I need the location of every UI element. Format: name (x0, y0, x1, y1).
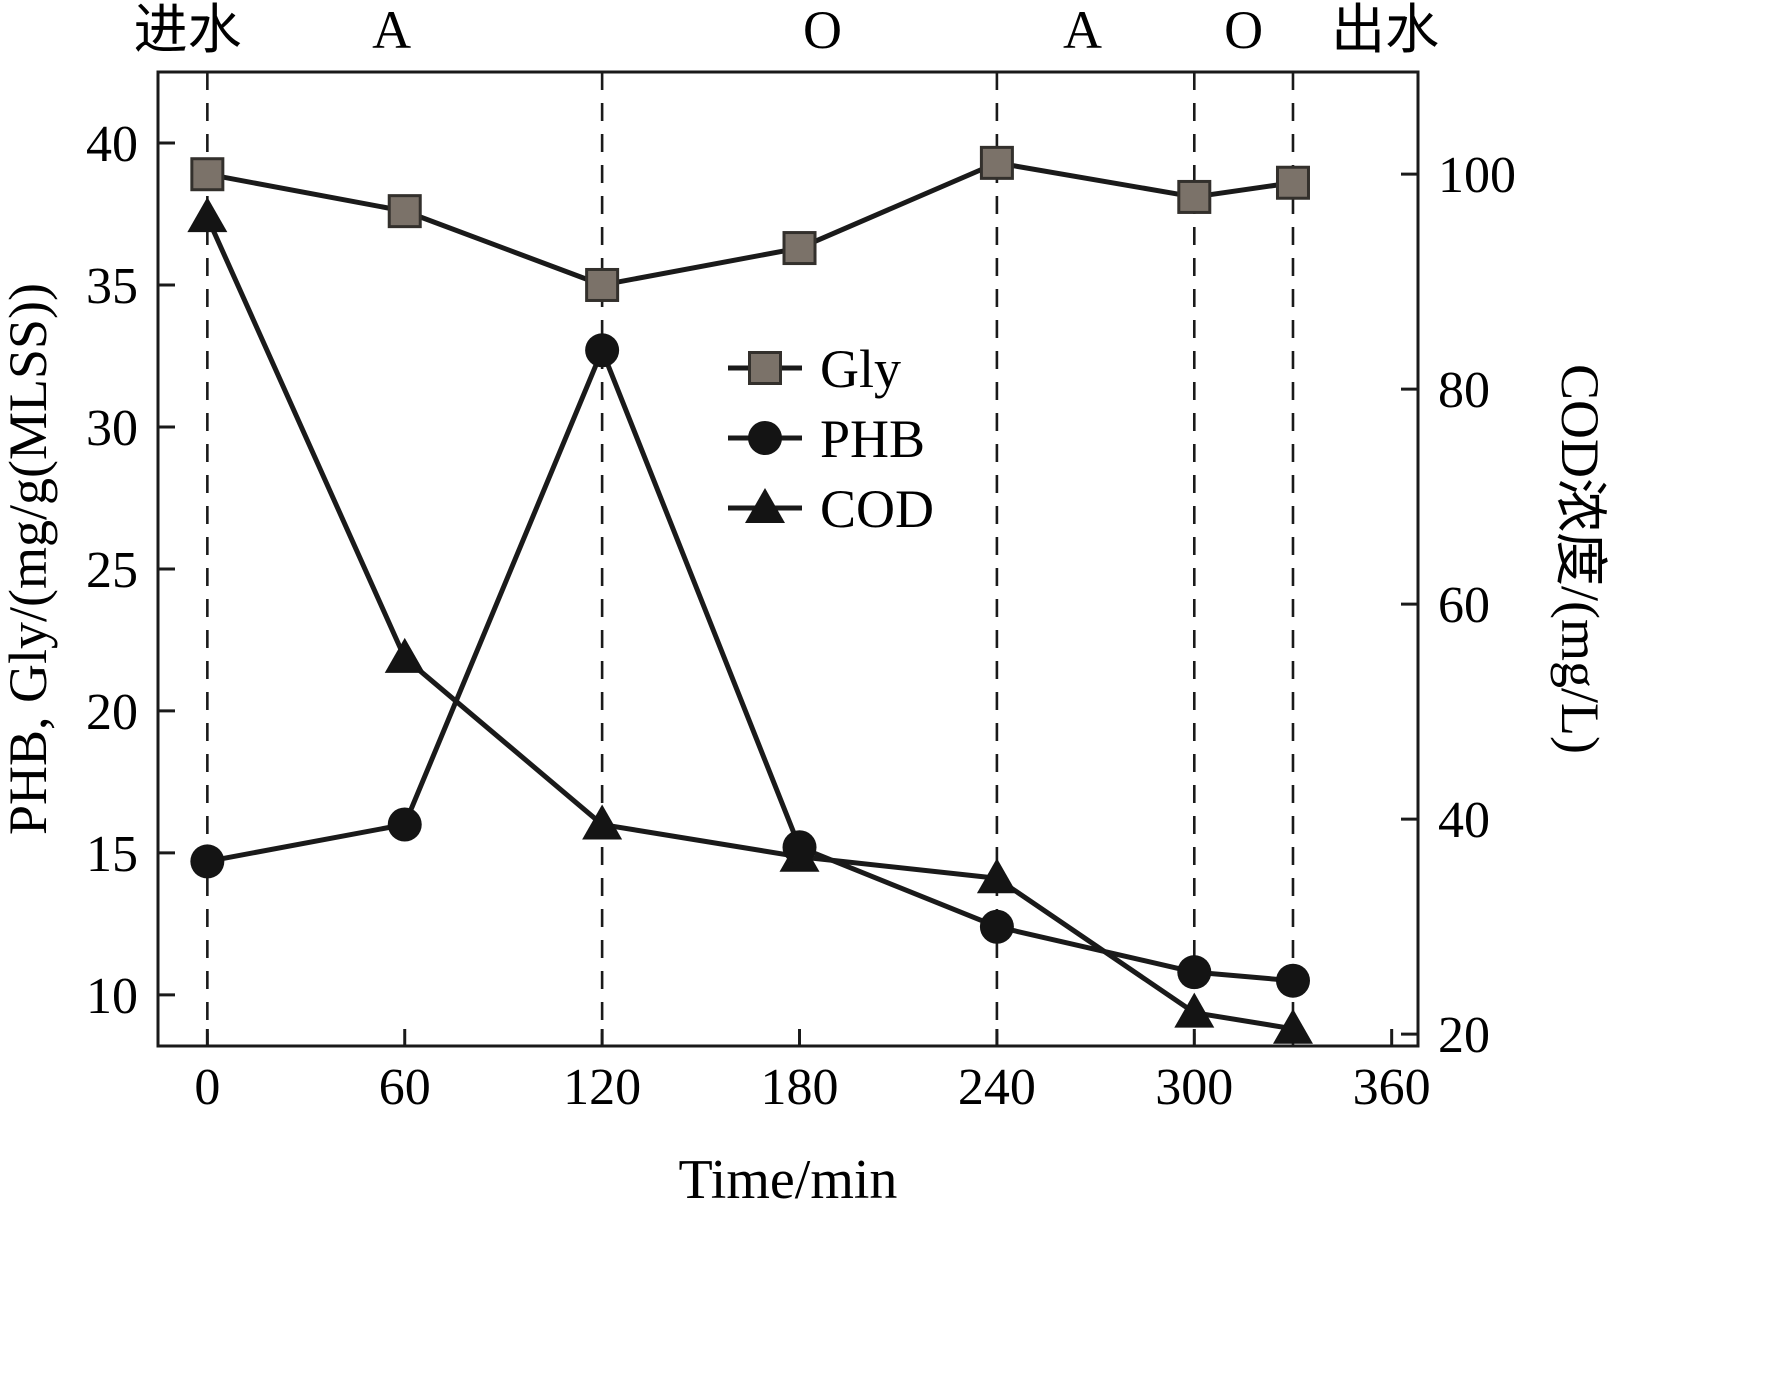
phb-marker (979, 909, 1014, 944)
phase-label: 进水 (134, 0, 242, 60)
gly-marker (190, 157, 225, 192)
gly-series-line (204, 160, 1296, 288)
right-tick-label: 80 (1438, 362, 1490, 419)
cod-marker (384, 637, 425, 673)
cod-marker (1272, 1008, 1313, 1044)
left-tick-label: 40 (86, 116, 138, 173)
cod-marker (582, 804, 623, 840)
legend-label-cod: COD (820, 479, 934, 539)
cod-series-line (204, 214, 1296, 1032)
phb-marker (190, 844, 225, 879)
phase-label: A (372, 0, 411, 60)
x-tick-label: 60 (379, 1059, 431, 1116)
cod-marker (1174, 992, 1215, 1028)
x-tick-label: 180 (761, 1059, 839, 1116)
right-tick-label: 20 (1438, 1007, 1490, 1064)
phb-marker (1177, 955, 1212, 990)
right-tick-label: 60 (1438, 577, 1490, 634)
x-tick-label: 240 (958, 1059, 1036, 1116)
legend-label-gly: Gly (820, 339, 901, 399)
gly-marker (387, 194, 422, 229)
left-tick-label: 30 (86, 400, 138, 457)
left-tick-label: 15 (86, 826, 138, 883)
x-tick-label: 300 (1155, 1059, 1233, 1116)
phase-label: 出水 (1331, 0, 1439, 60)
gly-marker (585, 267, 620, 302)
left-tick-label: 20 (86, 684, 138, 741)
gly-marker (979, 145, 1014, 180)
legend-label-phb: PHB (820, 409, 925, 469)
left-axis-title: PHB, Gly/(mg/g(MLSS)) (0, 283, 58, 835)
legend-marker-gly (748, 351, 782, 385)
phase-label: O (1224, 0, 1263, 60)
legend-marker-phb (748, 421, 782, 455)
x-axis-title: Time/min (679, 1149, 898, 1211)
gly-marker (1177, 179, 1212, 214)
right-tick-label: 40 (1438, 792, 1490, 849)
cod-marker (187, 197, 228, 233)
phase-label: O (803, 0, 842, 60)
right-axis-title: COD浓度/(mg/L) (1550, 364, 1610, 754)
x-tick-label: 120 (563, 1059, 641, 1116)
plot-border (156, 70, 1420, 1048)
legend-marker-cod (745, 488, 785, 523)
left-tick-label: 10 (86, 968, 138, 1025)
phb-marker (387, 807, 422, 842)
phb-marker (1275, 963, 1310, 998)
phb-marker (782, 830, 817, 865)
left-tick-label: 25 (86, 542, 138, 599)
phb-marker (585, 333, 620, 368)
x-tick-label: 0 (194, 1059, 220, 1116)
gly-marker (782, 231, 817, 266)
right-tick-label: 100 (1438, 147, 1516, 204)
gly-marker (1275, 165, 1310, 200)
left-tick-label: 35 (86, 258, 138, 315)
x-tick-label: 360 (1353, 1059, 1431, 1116)
phase-label: A (1063, 0, 1102, 60)
cod-marker (976, 858, 1017, 894)
